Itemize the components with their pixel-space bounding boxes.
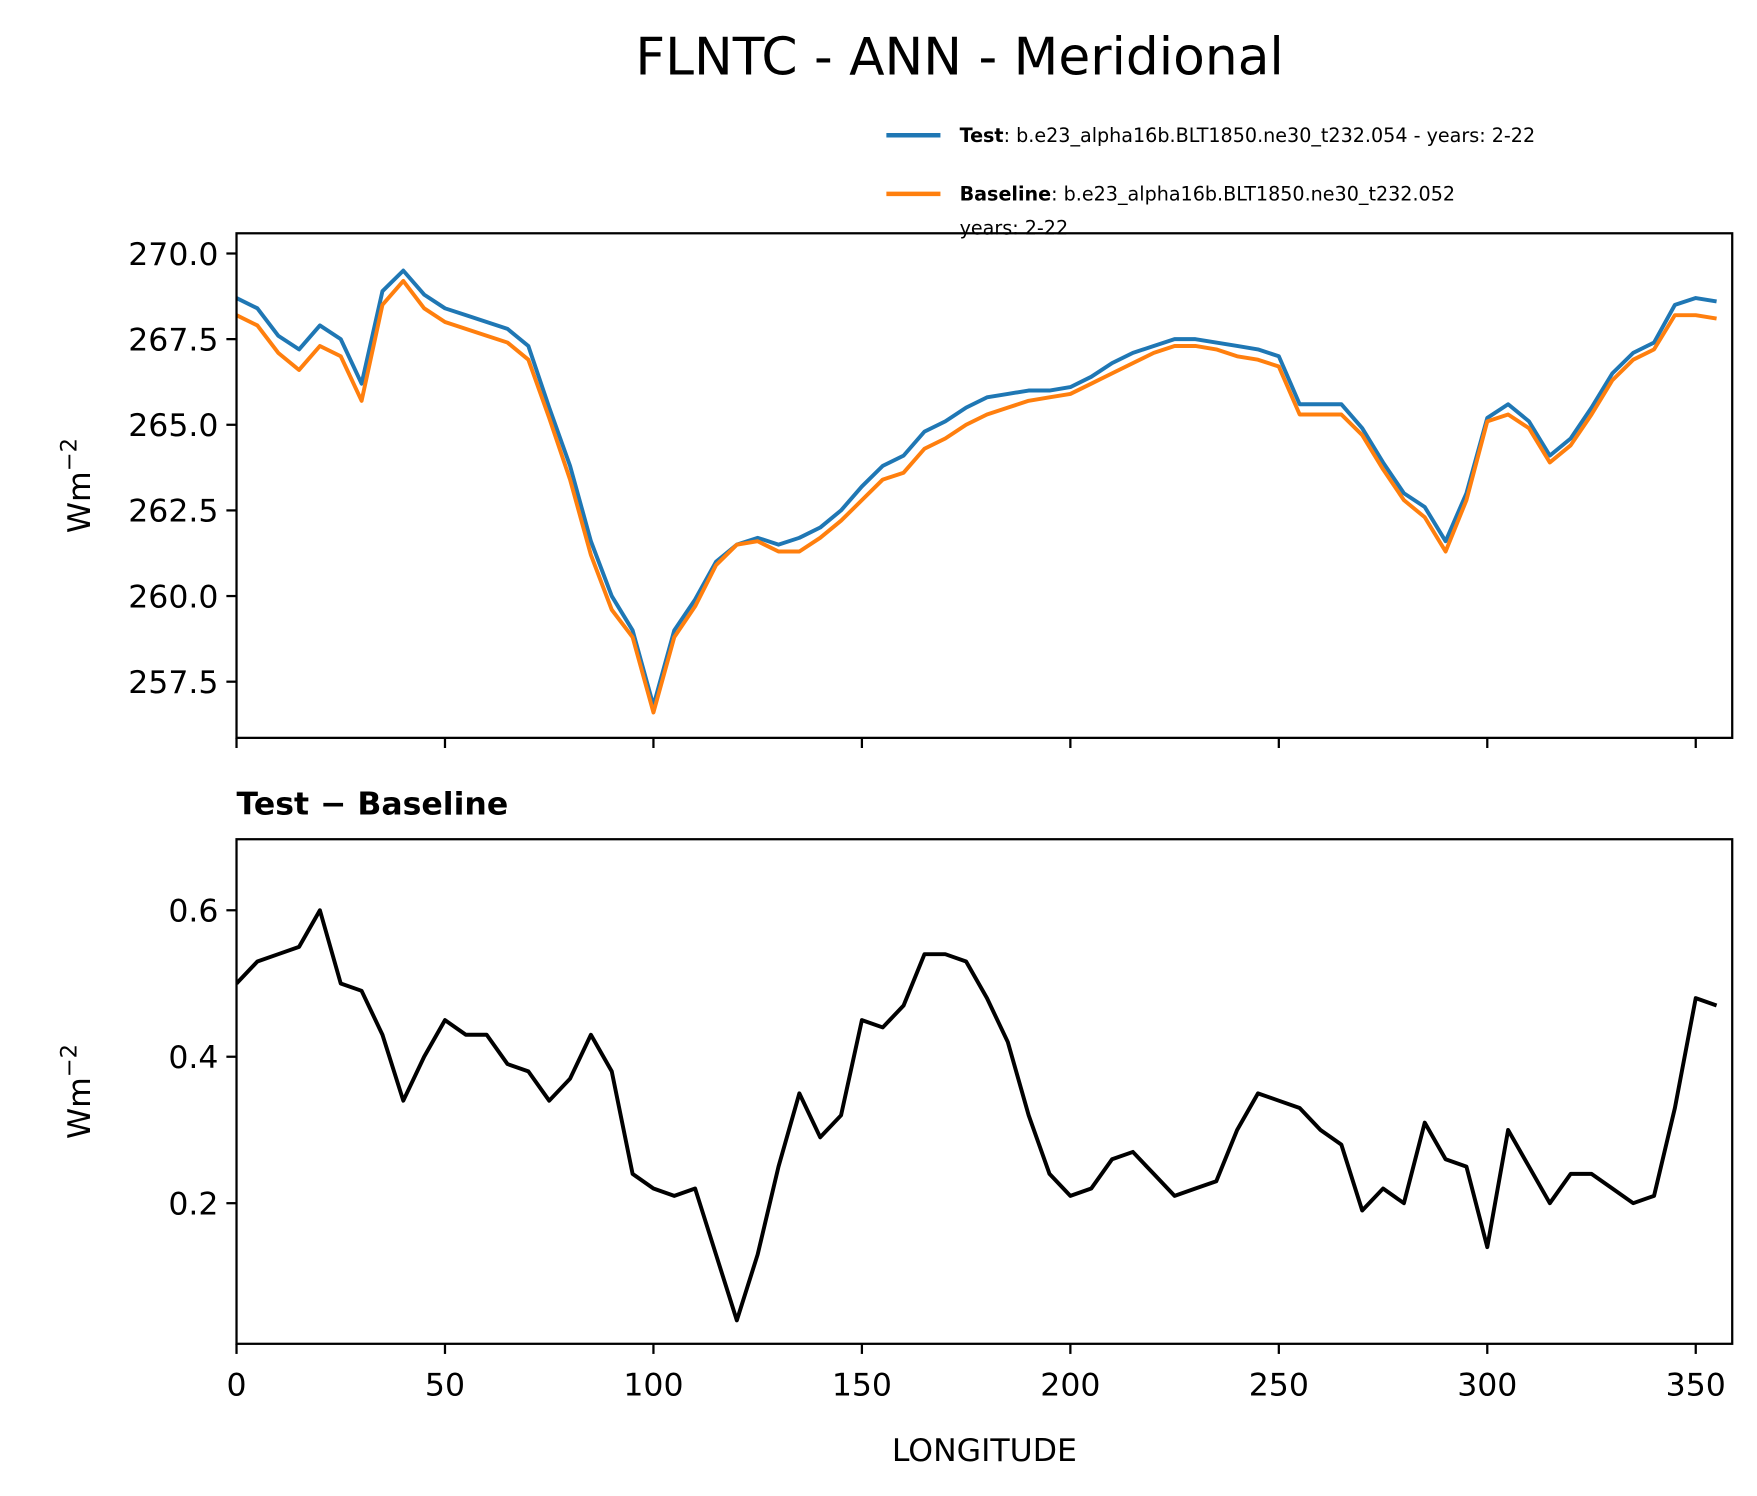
y-axis-label: Wm−2 xyxy=(57,438,99,533)
legend-description: : b.e23_alpha16b.BLT1850.ne30_t232.052 xyxy=(1051,183,1455,206)
x-tick-label: 100 xyxy=(623,1368,683,1404)
y-tick-label: 0.4 xyxy=(168,1040,218,1076)
y-tick-label: 260.0 xyxy=(128,579,218,615)
data-line xyxy=(236,278,1717,715)
x-tick-label: 350 xyxy=(1666,1368,1726,1404)
x-tick-label: 200 xyxy=(1040,1368,1100,1404)
axes-title: Test − Baseline xyxy=(237,786,509,822)
x-tick-label: 150 xyxy=(832,1368,892,1404)
legend-label: Test: b.e23_alpha16b.BLT1850.ne30_t232.0… xyxy=(960,124,1536,147)
y-label-exponent: −2 xyxy=(57,438,83,471)
legend-name: Baseline xyxy=(960,183,1052,206)
plot-area xyxy=(236,908,1718,1323)
y-label-base: Wm xyxy=(62,1077,98,1139)
legend-name: Test xyxy=(960,124,1004,147)
y-tick-label: 270.0 xyxy=(128,237,218,273)
y-label-base: Wm xyxy=(62,471,98,533)
legend-label: Baseline: b.e23_alpha16b.BLT1850.ne30_t2… xyxy=(960,183,1455,206)
y-tick-label: 0.2 xyxy=(168,1186,218,1222)
axes-frame xyxy=(235,838,1734,1345)
figure-title: FLNTC - ANN - Meridional xyxy=(635,27,1284,87)
x-tick-label: 250 xyxy=(1249,1368,1309,1404)
y-label-exponent: −2 xyxy=(57,1044,83,1077)
y-axis-label: Wm−2 xyxy=(57,1044,99,1139)
y-tick-label: 0.6 xyxy=(168,894,218,930)
x-tick-label: 50 xyxy=(425,1368,465,1404)
y-tick-label: 265.0 xyxy=(128,408,218,444)
data-line xyxy=(236,268,1717,708)
data-line xyxy=(236,908,1718,1323)
y-tick-label: 262.5 xyxy=(128,494,218,530)
y-tick-label: 257.5 xyxy=(128,665,218,701)
legend-description: : b.e23_alpha16b.BLT1850.ne30_t232.054 -… xyxy=(1004,124,1536,147)
legend-description: years: 2-22 xyxy=(960,216,1069,239)
x-axis-label: LONGITUDE xyxy=(892,1433,1077,1469)
x-tick-label: 300 xyxy=(1457,1368,1517,1404)
y-tick-label: 267.5 xyxy=(128,322,218,358)
plot-area xyxy=(236,268,1717,715)
x-tick-label: 0 xyxy=(226,1368,246,1404)
legend-label: years: 2-22 xyxy=(960,216,1069,239)
axes-frame xyxy=(235,232,1734,739)
